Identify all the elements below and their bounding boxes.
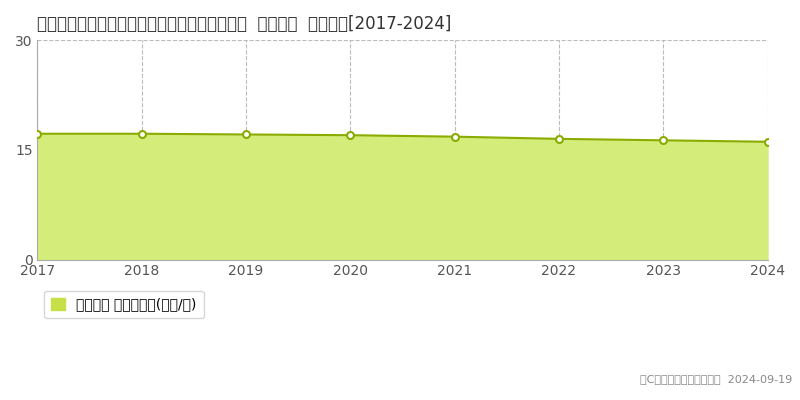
Text: 静岡県静岡市清水区草ヶ谷字足高２９９番７外  基準地価  地価推移[2017-2024]: 静岡県静岡市清水区草ヶ谷字足高２９９番７外 基準地価 地価推移[2017-202…: [38, 15, 452, 33]
Text: （C）土地価格ドットコム  2024-09-19: （C）土地価格ドットコム 2024-09-19: [640, 374, 792, 384]
Legend: 基準地価 平均坪単価(万円/坪): 基準地価 平均坪単価(万円/坪): [45, 290, 204, 318]
